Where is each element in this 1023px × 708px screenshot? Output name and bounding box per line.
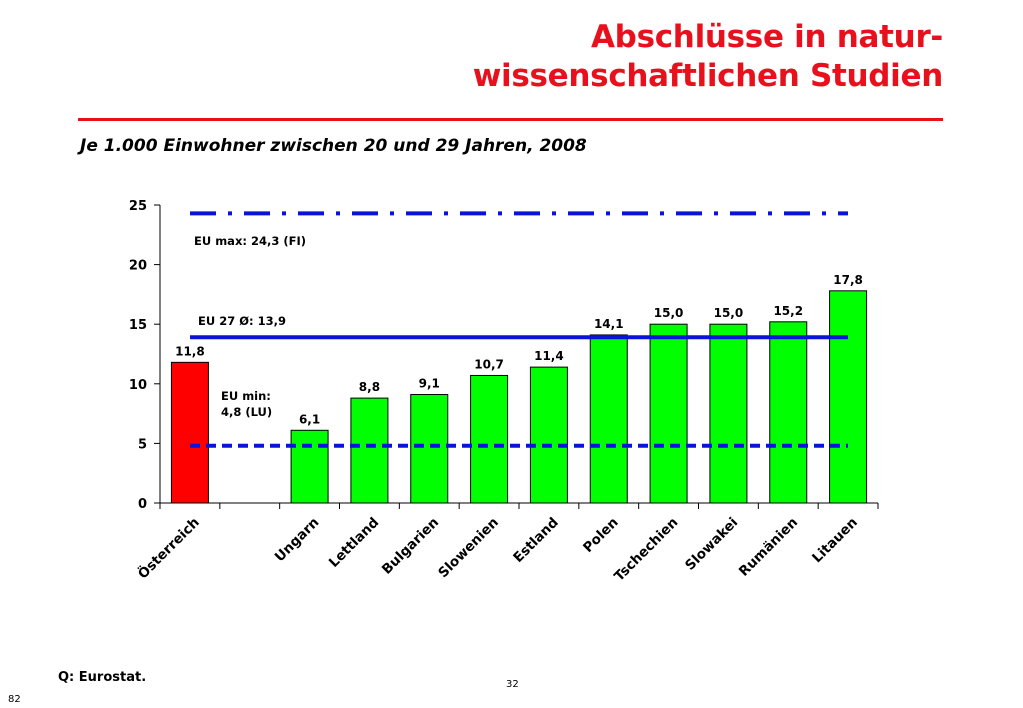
source-note: Q: Eurostat. bbox=[58, 670, 147, 685]
bar bbox=[470, 374, 509, 504]
y-tick-label: 15 bbox=[129, 318, 147, 333]
bar-value-label: 15,0 bbox=[714, 306, 744, 320]
x-category-label: Slowenien bbox=[435, 515, 502, 582]
bar-value-label: 10,7 bbox=[474, 357, 504, 371]
bar bbox=[410, 394, 449, 504]
bar bbox=[170, 361, 209, 504]
slide-number: 82 bbox=[8, 694, 21, 705]
bar bbox=[829, 290, 868, 504]
x-category-label: Slowakei bbox=[682, 515, 741, 574]
x-category-label: Litauen bbox=[809, 515, 861, 567]
title-line-1: Abschlüsse in natur- bbox=[590, 19, 943, 55]
bar-value-label: 15,2 bbox=[773, 304, 803, 318]
eu-min-label-line-2: 4,8 (LU) bbox=[221, 405, 272, 419]
x-category-label: Lettland bbox=[326, 515, 382, 571]
x-category-label: Estland bbox=[510, 515, 561, 566]
bar-value-label: 11,4 bbox=[534, 349, 564, 363]
chart-subtitle: Je 1.000 Einwohner zwischen 20 und 29 Ja… bbox=[80, 136, 587, 156]
y-tick-label: 0 bbox=[138, 497, 147, 512]
x-category-label: Bulgarien bbox=[379, 515, 442, 578]
x-category-label: Rumänien bbox=[736, 515, 801, 580]
bar bbox=[769, 321, 808, 504]
x-category-label: Tschechien bbox=[611, 515, 681, 585]
bar bbox=[709, 323, 748, 504]
title-divider bbox=[78, 118, 943, 121]
bar-value-label: 15,0 bbox=[654, 306, 684, 320]
eu-min-label-line-1: EU min: bbox=[221, 389, 271, 403]
y-tick-label: 25 bbox=[129, 199, 147, 214]
page-title: Abschlüsse in natur- wissenschaftlichen … bbox=[472, 18, 944, 96]
eu-average-label: EU 27 Ø: 13,9 bbox=[198, 314, 286, 328]
eu-max-label: EU max: 24,3 (FI) bbox=[194, 234, 306, 248]
y-tick-label: 10 bbox=[129, 378, 147, 393]
x-category-label: Ungarn bbox=[272, 515, 323, 566]
bar bbox=[649, 323, 688, 504]
bar bbox=[529, 366, 568, 504]
bar bbox=[350, 397, 389, 504]
bar-value-label: 11,8 bbox=[175, 344, 205, 358]
bar-value-label: 14,1 bbox=[594, 317, 624, 331]
x-category-label: Österreich bbox=[134, 513, 203, 582]
bar-value-label: 6,1 bbox=[299, 412, 320, 426]
bar-value-label: 8,8 bbox=[359, 380, 380, 394]
x-category-label: Polen bbox=[580, 515, 621, 556]
bar bbox=[589, 334, 628, 504]
bar-value-label: 17,8 bbox=[833, 273, 863, 287]
title-line-2: wissenschaftlichen Studien bbox=[472, 58, 944, 94]
bar bbox=[290, 429, 329, 504]
page-number: 32 bbox=[506, 679, 519, 690]
y-tick-label: 20 bbox=[129, 259, 147, 274]
bar-value-label: 9,1 bbox=[419, 377, 440, 391]
y-tick-label: 5 bbox=[138, 437, 147, 452]
